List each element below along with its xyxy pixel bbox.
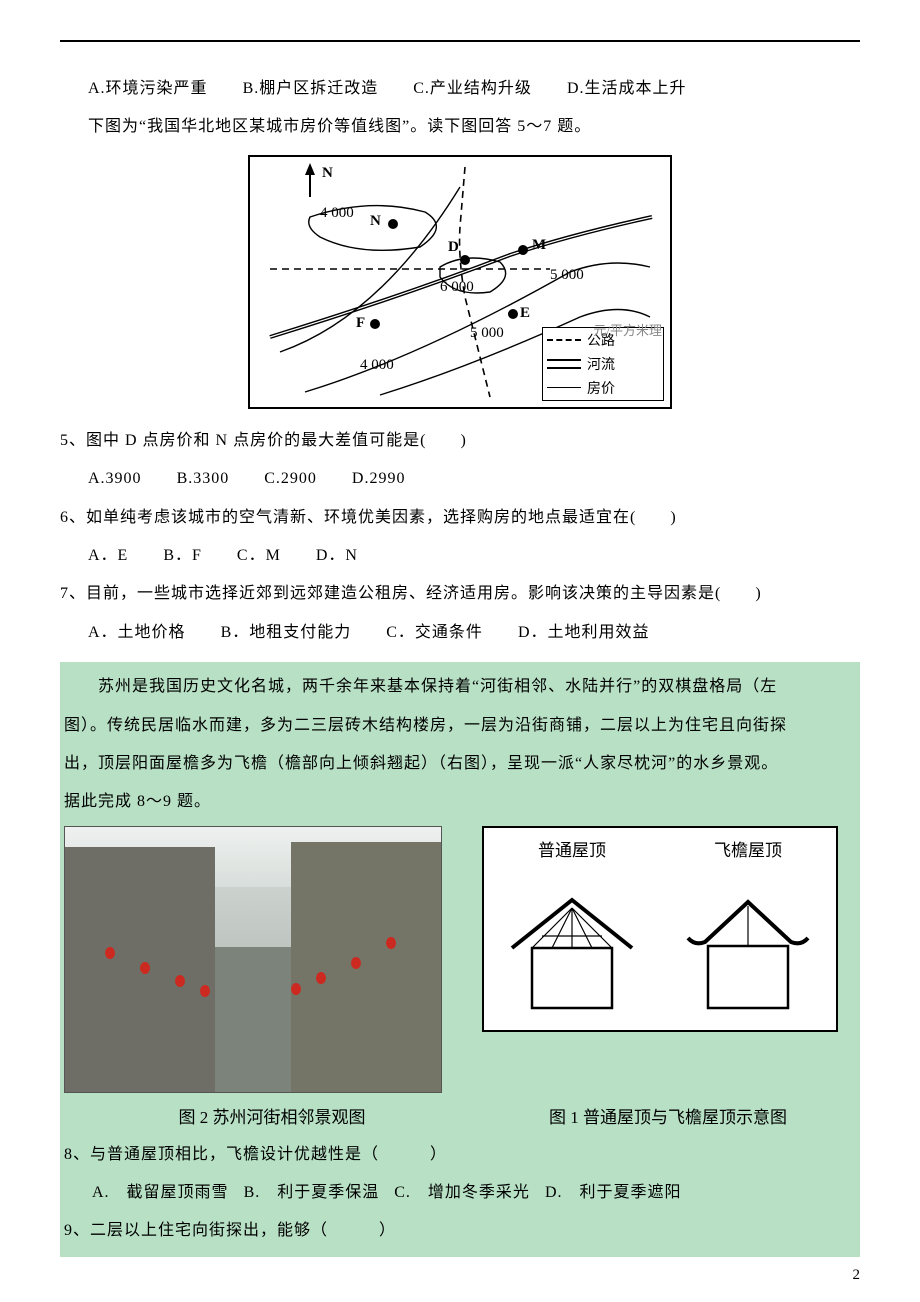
page-number: 2 [853,1267,861,1284]
q7-stem: 7、目前，一些城市选择近郊到远郊建造公租房、经济适用房。影响该决策的主导因素是(… [60,575,860,613]
point-f: F [356,315,365,332]
q8-options: A. 截留屋顶雨雪 B. 利于夏季保温 C. 增加冬季采光 D. 利于夏季遮阳 [64,1174,856,1212]
top-rule [60,40,860,42]
legend-price: 房价 [587,378,615,398]
val-4000a: 4 000 [320,205,354,222]
val-6000: 6 000 [440,279,474,296]
point-m: M [532,237,546,254]
price-map-figure: N 4 000 4 000 5 000 5 000 6 000 N D M E … [60,155,860,414]
q5-stem: 5、图中 D 点房价和 N 点房价的最大差值可能是( ) [60,422,860,460]
q8-d: D. 利于夏季遮阳 [545,1184,682,1201]
point-n-dot [388,219,398,229]
q6-a: A．E [88,547,128,564]
caption-left: 图 2 苏州河街相邻景观图 [64,1103,480,1128]
roof-diagram: 普通屋顶 飞檐屋顶 [482,826,838,1032]
q8-stem: 8、与普通屋顶相比，飞檐设计优越性是（ ） [64,1136,856,1174]
passage-l1: 图）。传统民居临水而建，多为二三层砖木结构楼房，一层为沿街商铺，二层以上为住宅且… [64,707,856,745]
point-m-dot [518,245,528,255]
passage-l3: 据此完成 8～9 题。 [64,783,856,821]
q9-stem-text: 9、二层以上住宅向街探出，能够（ ） [64,1222,396,1239]
point-e-dot [508,309,518,319]
val-5000b: 5 000 [470,325,504,342]
val-5000a: 5 000 [550,267,584,284]
q7-c: C．交通条件 [386,624,483,641]
legend-price-swatch [547,387,581,388]
suzhou-passage: 苏州是我国历史文化名城，两千余年来基本保持着“河街相邻、水陆并行”的双棋盘格局（… [60,662,860,1257]
opt-c: C.产业结构升级 [413,80,532,97]
legend-river: 河流 [587,354,615,374]
legend-river-swatch [547,359,581,369]
q6-c: C．M [237,547,281,564]
prev-q-options: A.环境污染严重 B.棚户区拆迁改造 C.产业结构升级 D.生活成本上升 [60,70,860,108]
roof-panel: 普通屋顶 飞檐屋顶 [482,826,838,1032]
q5-c: C.2900 [264,470,317,487]
val-4000b: 4 000 [360,357,394,374]
roof-fei-svg [673,888,823,1018]
q8-stem-text: 8、与普通屋顶相比，飞檐设计优越性是（ ） [64,1146,447,1163]
q5-b: B.3300 [177,470,230,487]
caption-right: 图 1 普通屋顶与飞檐屋顶示意图 [480,1103,856,1128]
q6-b: B．F [163,547,202,564]
q8-c: C. 增加冬季采光 [394,1184,530,1201]
roof-normal-svg [497,888,647,1018]
point-d: D [448,239,459,256]
roof-normal-title: 普通屋顶 [538,836,606,861]
q6-d: D．N [316,547,358,564]
opt-b: B.棚户区拆迁改造 [243,80,379,97]
point-f-dot [370,319,380,329]
q8-b: B. 利于夏季保温 [244,1184,380,1201]
price-map: N 4 000 4 000 5 000 5 000 6 000 N D M E … [248,155,672,409]
point-e: E [520,305,530,322]
suzhou-photo [64,826,442,1093]
point-n: N [370,213,381,230]
passage-l2: 出，顶层阳面屋檐多为飞檐（檐部向上倾斜翘起）（右图），呈现一派“人家尽枕河”的水… [64,745,856,783]
q7-b: B．地租支付能力 [221,624,352,641]
legend-road-swatch [547,339,581,341]
figure-row: 普通屋顶 飞檐屋顶 [64,826,856,1093]
q5-d: D.2990 [352,470,406,487]
q6-options: A．E B．F C．M D．N [60,537,860,575]
map-watermark: 元/平方米理 [593,320,662,339]
q9-stem: 9、二层以上住宅向街探出，能够（ ） [64,1212,856,1250]
point-d-dot [460,255,470,265]
q8-a: A. 截留屋顶雨雪 [92,1184,229,1201]
passage-l0: 苏州是我国历史文化名城，两千余年来基本保持着“河街相邻、水陆并行”的双棋盘格局（… [64,668,856,706]
q5-options: A.3900 B.3300 C.2900 D.2990 [60,460,860,498]
q5-a: A.3900 [88,470,142,487]
north-label: N [322,165,333,182]
caption-row: 图 2 苏州河街相邻景观图 图 1 普通屋顶与飞檐屋顶示意图 [64,1103,856,1128]
opt-a: A.环境污染严重 [88,80,208,97]
q7-a: A．土地价格 [88,624,186,641]
q7-d: D．土地利用效益 [518,624,650,641]
q6-stem: 6、如单纯考虑该城市的空气清新、环境优美因素，选择购房的地点最适宜在( ) [60,499,860,537]
q7-options: A．土地价格 B．地租支付能力 C．交通条件 D．土地利用效益 [60,614,860,652]
roof-fei-title: 飞檐屋顶 [714,836,782,861]
map-intro: 下图为“我国华北地区某城市房价等值线图”。读下图回答 5～7 题。 [60,108,860,146]
opt-d: D.生活成本上升 [567,80,687,97]
